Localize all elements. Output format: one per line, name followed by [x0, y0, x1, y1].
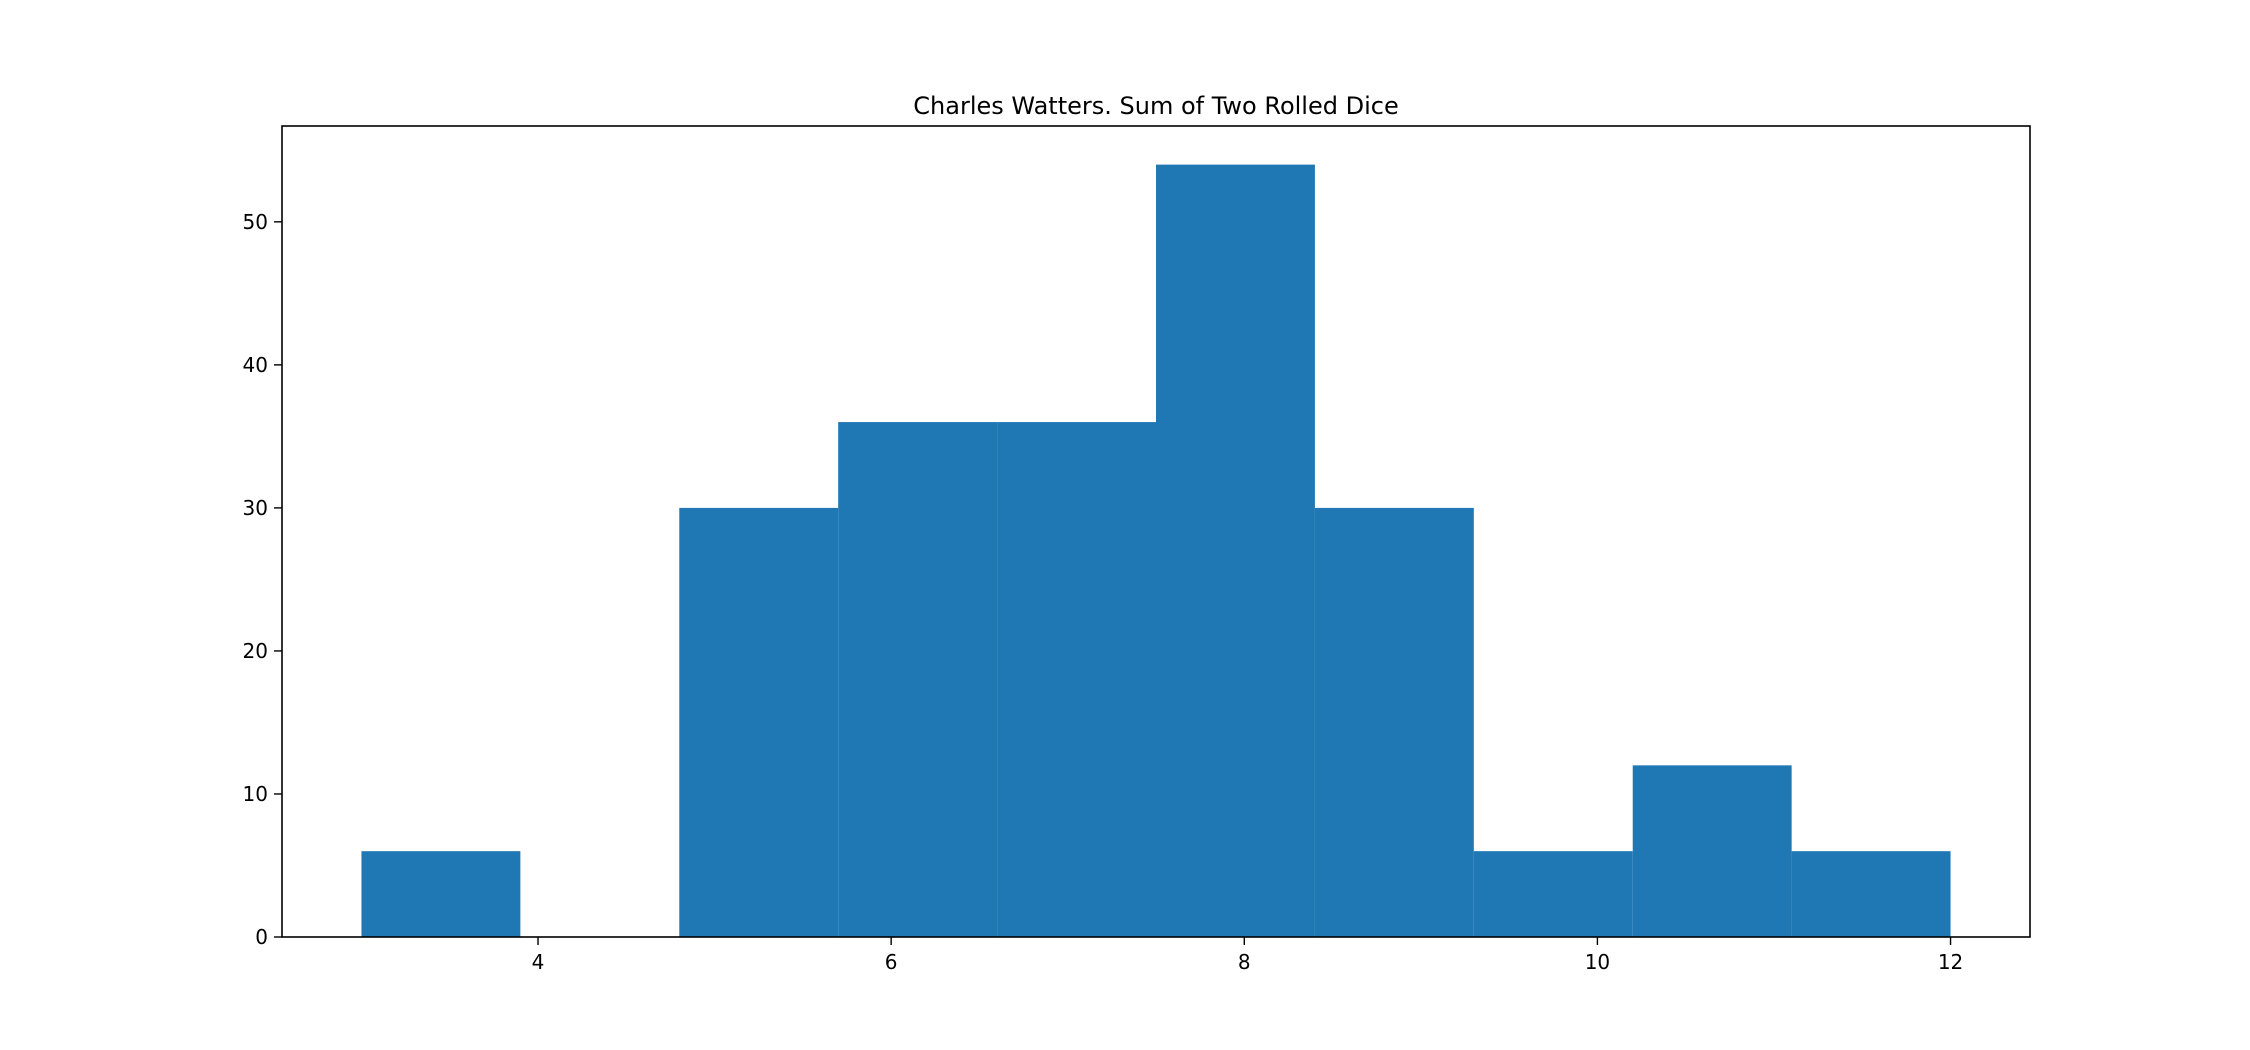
histogram-bar-8 — [1632, 765, 1792, 937]
x-tick-label: 4 — [532, 950, 545, 974]
y-tick-label: 10 — [243, 782, 268, 806]
chart-title: Charles Watters. Sum of Two Rolled Dice — [913, 92, 1398, 120]
x-tick-label: 10 — [1585, 950, 1610, 974]
x-axis: 4 6 8 10 12 — [532, 937, 1963, 974]
histogram-bar-2 — [679, 507, 839, 937]
histogram-bar-5 — [1156, 164, 1315, 938]
plot-frame — [281, 125, 2031, 938]
histogram-bar-0 — [361, 851, 521, 937]
y-axis: 0 10 20 30 40 50 — [243, 210, 282, 949]
histogram-bar-6 — [1314, 507, 1474, 937]
y-tick-label: 30 — [243, 496, 268, 520]
x-tick-label: 12 — [1938, 950, 1963, 974]
histogram-bar-9 — [1791, 851, 1951, 937]
x-tick-label: 6 — [885, 950, 898, 974]
y-tick-label: 20 — [243, 639, 268, 663]
y-tick-label: 0 — [255, 925, 268, 949]
x-tick-label: 8 — [1238, 950, 1251, 974]
bars-group — [361, 164, 1951, 938]
y-tick-label: 50 — [243, 210, 268, 234]
y-tick-label: 40 — [243, 353, 268, 377]
histogram-bar-7 — [1473, 851, 1633, 937]
histogram-bar-3 — [838, 422, 998, 938]
histogram-bar-4 — [997, 422, 1156, 938]
